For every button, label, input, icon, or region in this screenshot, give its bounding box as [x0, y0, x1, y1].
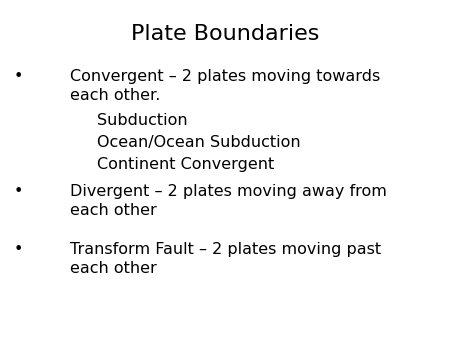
- Text: Plate Boundaries: Plate Boundaries: [131, 24, 319, 44]
- Text: Divergent – 2 plates moving away from
each other: Divergent – 2 plates moving away from ea…: [70, 184, 387, 218]
- Text: Continent Convergent: Continent Convergent: [97, 157, 274, 172]
- Text: •: •: [14, 184, 22, 199]
- Text: Ocean/Ocean Subduction: Ocean/Ocean Subduction: [97, 135, 301, 150]
- Text: •: •: [14, 242, 22, 257]
- Text: Subduction: Subduction: [97, 113, 187, 128]
- Text: •: •: [14, 69, 22, 84]
- Text: Convergent – 2 plates moving towards
each other.: Convergent – 2 plates moving towards eac…: [70, 69, 380, 103]
- Text: Transform Fault – 2 plates moving past
each other: Transform Fault – 2 plates moving past e…: [70, 242, 381, 276]
